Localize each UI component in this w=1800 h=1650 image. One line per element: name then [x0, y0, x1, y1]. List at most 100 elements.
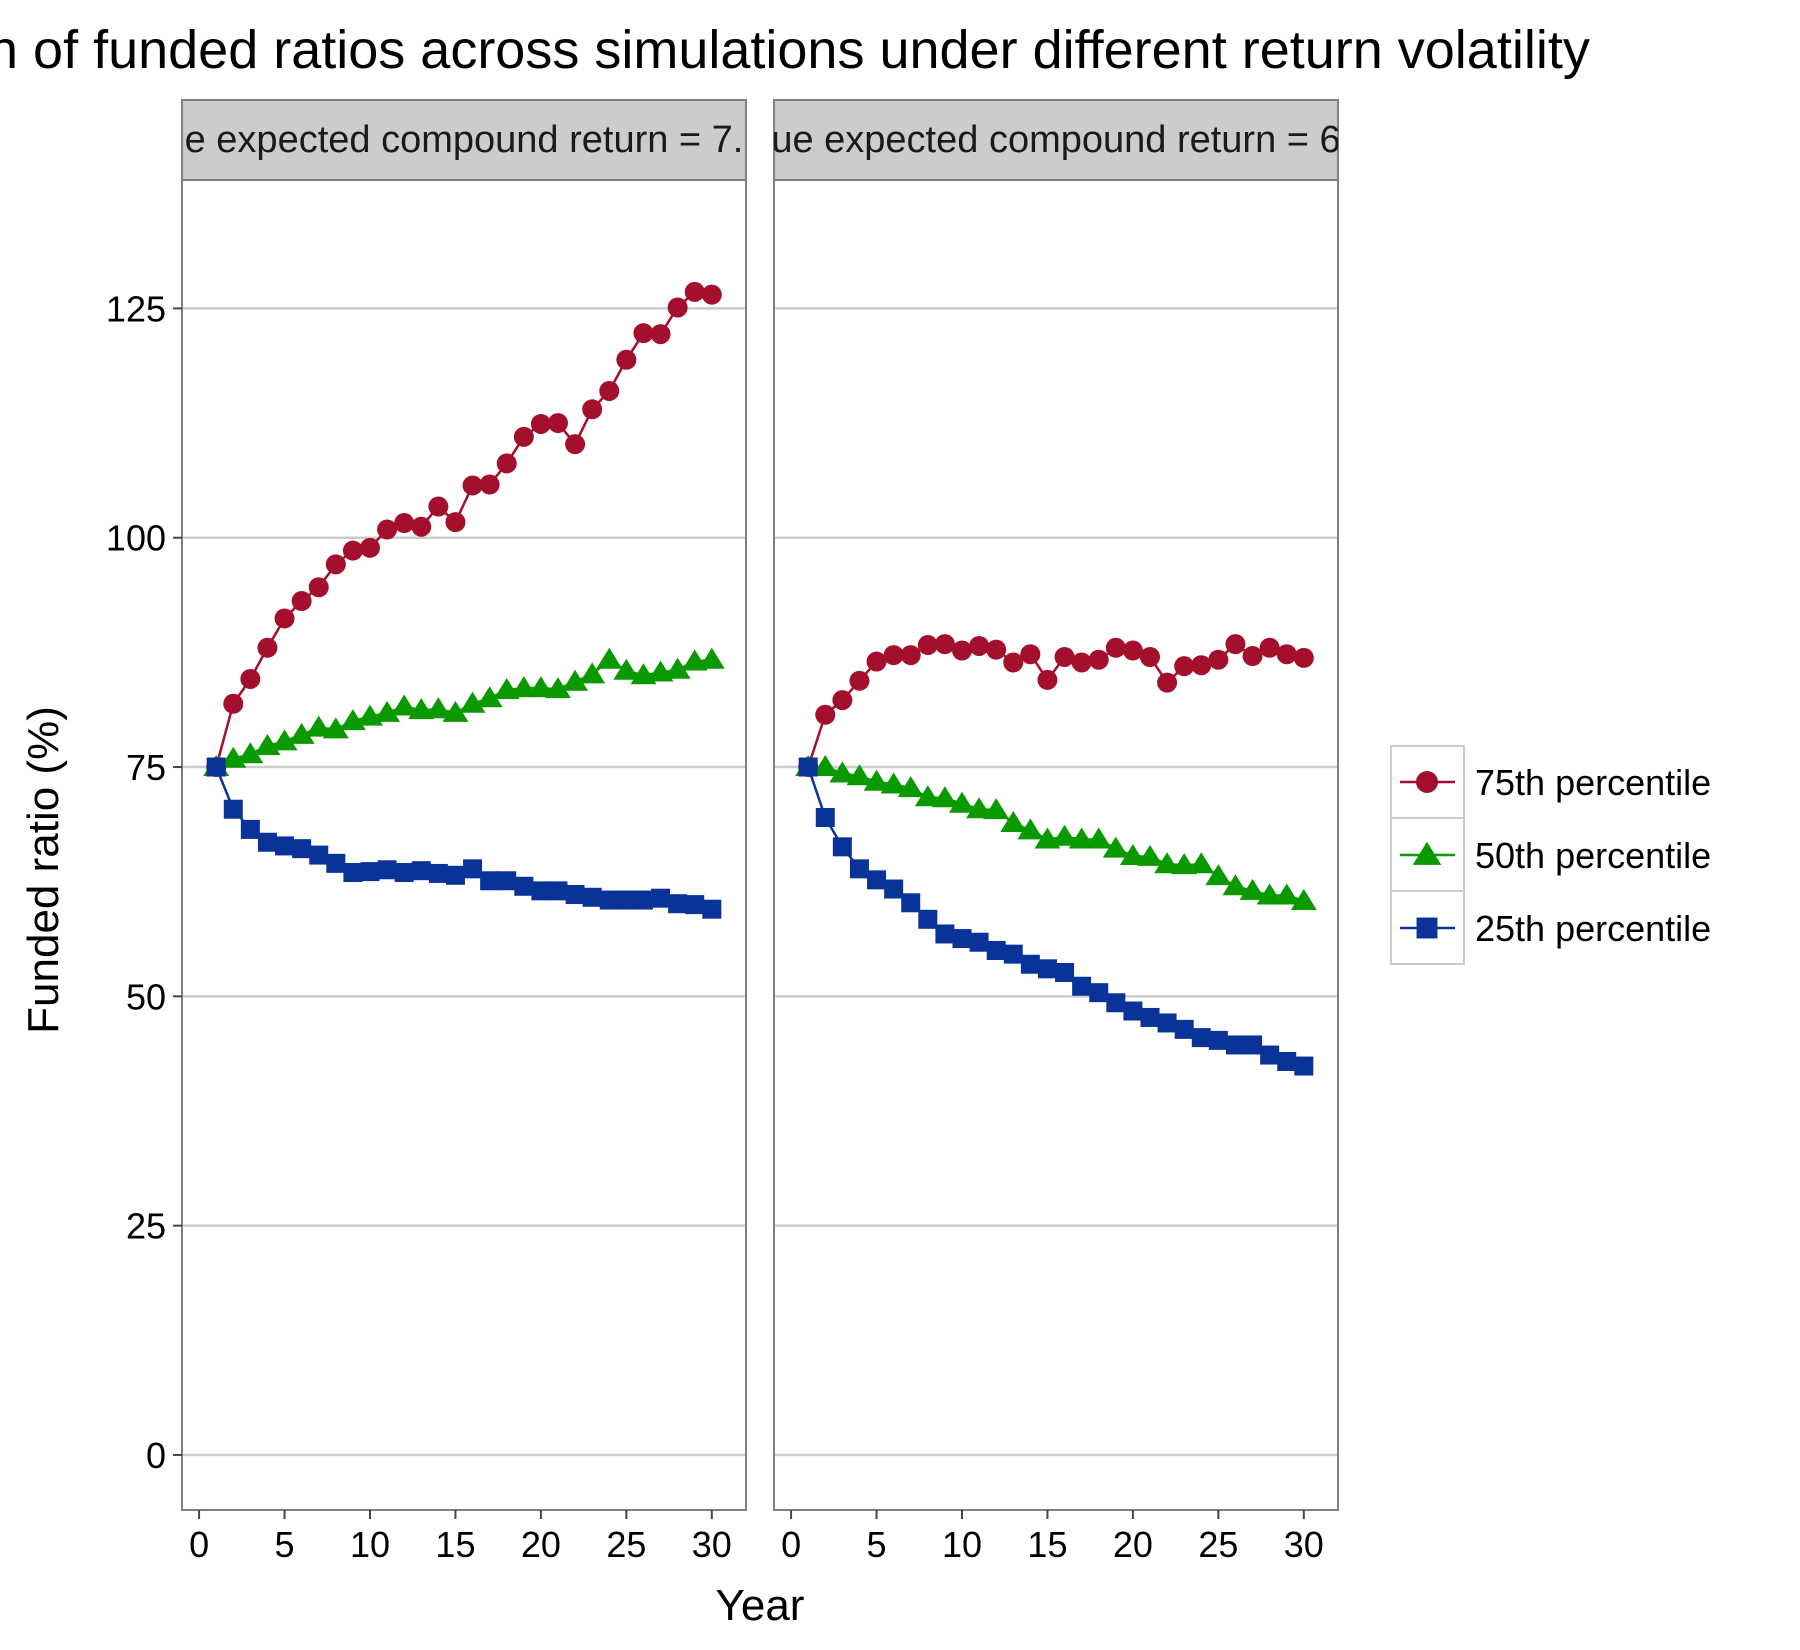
data-point [582, 887, 602, 907]
data-point [1243, 1035, 1263, 1055]
data-point [1225, 1035, 1245, 1055]
data-point [651, 888, 671, 908]
data-point [1242, 646, 1263, 667]
data-point [986, 940, 1006, 960]
data-point [901, 893, 921, 913]
data-point [1088, 649, 1109, 670]
legend-label: 25th percentile [1475, 908, 1711, 949]
data-point [650, 324, 671, 345]
x-tick-label: 25 [606, 1524, 646, 1565]
data-point [1020, 954, 1040, 974]
data-point [223, 693, 244, 714]
x-tick-label: 10 [942, 1524, 982, 1565]
data-point [702, 899, 722, 919]
data-point [288, 722, 315, 744]
x-tick-label: 20 [521, 1524, 561, 1565]
data-point [411, 861, 431, 881]
y-tick-label: 100 [106, 518, 166, 559]
x-tick-label: 5 [275, 1524, 295, 1565]
data-point [325, 554, 346, 575]
data-point [917, 635, 938, 656]
data-point [599, 890, 619, 910]
data-point [1105, 637, 1126, 658]
data-point [343, 863, 363, 883]
data-point [668, 894, 688, 914]
data-point [240, 819, 260, 839]
data-point [1290, 888, 1317, 910]
chart-title: n of funded ratios across simulations un… [0, 20, 1590, 80]
data-point [1000, 810, 1027, 832]
data-point [633, 890, 653, 910]
data-point [1273, 883, 1300, 905]
data-point [548, 881, 568, 901]
data-point [377, 519, 398, 540]
data-point [664, 657, 691, 679]
data-point [966, 797, 993, 819]
data-point [1225, 634, 1246, 655]
data-point [867, 870, 887, 890]
data-point [1051, 824, 1078, 846]
data-point [479, 474, 500, 495]
data-point [1037, 669, 1058, 690]
x-tick-label: 0 [781, 1524, 801, 1565]
series-group [795, 634, 1317, 1076]
legend-items: 75th percentile 50th percentile 25th perce… [1400, 762, 1711, 949]
data-point [846, 764, 873, 786]
data-point [530, 413, 551, 434]
data-point [305, 715, 332, 737]
x-tick-label: 20 [1113, 1524, 1153, 1565]
data-point [931, 786, 958, 808]
data-point [1106, 993, 1126, 1013]
data-point [1122, 640, 1143, 661]
data-point [829, 761, 856, 783]
legend-item: 75th percentile [1400, 762, 1711, 803]
data-point [1256, 883, 1283, 905]
data-point [1294, 1056, 1314, 1076]
data-point [411, 516, 432, 537]
data-point [1017, 818, 1044, 840]
x-tick-label: 0 [189, 1524, 209, 1565]
data-point [274, 608, 295, 629]
data-point [237, 742, 264, 764]
data-point [582, 399, 603, 420]
data-point [1171, 853, 1198, 875]
data-point [849, 859, 869, 879]
data-point [986, 639, 1007, 660]
data-point [616, 349, 637, 370]
data-point [240, 668, 261, 689]
data-point [1276, 644, 1297, 665]
data-point [684, 281, 705, 302]
data-point [1140, 646, 1160, 667]
data-point [1259, 637, 1280, 658]
data-point [514, 876, 534, 896]
data-point [257, 637, 278, 658]
data-point [616, 890, 636, 910]
data-point [1085, 827, 1112, 849]
data-point [949, 791, 975, 813]
x-tick-label: 15 [435, 1524, 475, 1565]
data-point [812, 755, 839, 777]
data-point [513, 426, 534, 447]
data-point [497, 871, 517, 891]
data-point [969, 635, 990, 656]
data-point [462, 475, 483, 496]
data-point [1208, 1030, 1228, 1050]
legend-item: 25th percentile [1400, 908, 1711, 949]
data-point [1205, 864, 1232, 886]
facet-panel: ue expected compound return = 6 0 5 10 15 20 2… [773, 99, 1339, 1565]
data-point [206, 757, 226, 777]
data-point [952, 640, 972, 661]
data-point [1222, 874, 1249, 896]
data-point [579, 662, 606, 684]
data-point [1123, 1001, 1143, 1021]
data-point [880, 772, 907, 794]
y-tick-label: 25 [126, 1206, 166, 1247]
data-point [445, 512, 466, 533]
data-point [1191, 655, 1212, 676]
data-point [565, 885, 585, 905]
data-point [275, 836, 295, 856]
data-point [257, 832, 277, 852]
data-point [459, 691, 486, 713]
data-point [863, 769, 890, 791]
